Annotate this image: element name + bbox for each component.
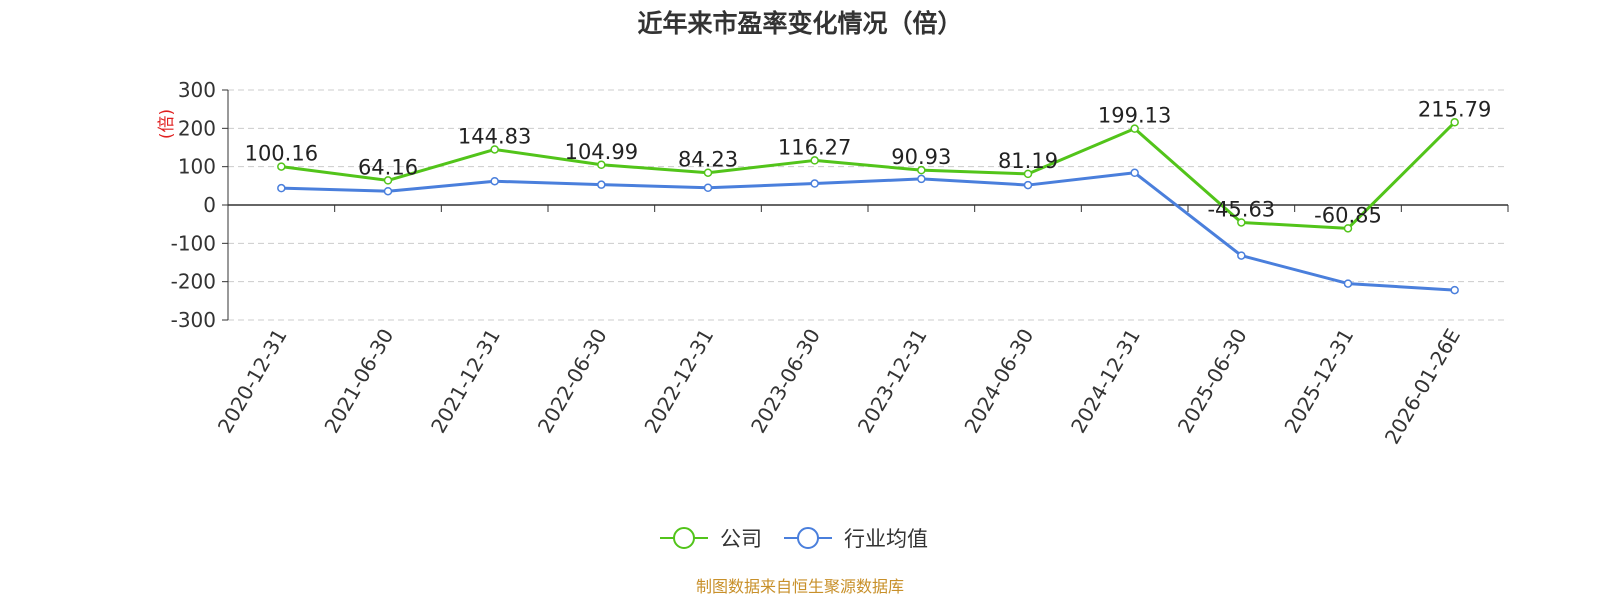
y-tick-label: 200 bbox=[178, 116, 216, 140]
data-point[interactable] bbox=[1023, 180, 1033, 190]
legend-item[interactable]: 行业均值 bbox=[784, 527, 928, 551]
data-point[interactable] bbox=[597, 180, 606, 189]
legend-label: 行业均值 bbox=[844, 527, 928, 551]
y-tick-label: 300 bbox=[178, 78, 216, 102]
x-tick-label: 2023-06-30 bbox=[746, 325, 825, 438]
data-label: 81.19 bbox=[998, 149, 1058, 173]
y-tick-label: 0 bbox=[203, 193, 216, 217]
legend-label: 公司 bbox=[720, 527, 762, 551]
x-tick-label: 2020-12-31 bbox=[213, 325, 292, 438]
x-tick-label: 2024-06-30 bbox=[959, 325, 1038, 438]
data-label: 144.83 bbox=[458, 124, 531, 148]
x-tick-label: 2022-12-31 bbox=[639, 325, 718, 438]
x-tick-label: 2022-06-30 bbox=[533, 325, 612, 438]
legend-marker-icon bbox=[797, 527, 819, 549]
data-point[interactable] bbox=[1343, 279, 1353, 288]
x-tick-label: 2023-12-31 bbox=[853, 324, 932, 437]
y-unit-label: (倍) bbox=[157, 109, 177, 139]
legend-item[interactable]: 公司 bbox=[660, 527, 762, 551]
series-line bbox=[281, 171, 1455, 292]
data-point[interactable] bbox=[810, 156, 819, 165]
data-point[interactable] bbox=[277, 162, 286, 171]
data-label: -60.85 bbox=[1314, 203, 1382, 227]
data-point[interactable] bbox=[1450, 285, 1459, 295]
data-point[interactable] bbox=[1237, 251, 1246, 260]
y-tick-label: 100 bbox=[178, 155, 216, 179]
series-line bbox=[281, 121, 1456, 230]
data-point[interactable] bbox=[703, 168, 713, 177]
data-label: 215.79 bbox=[1418, 97, 1491, 121]
data-point[interactable] bbox=[1237, 218, 1246, 227]
data-point[interactable] bbox=[277, 183, 286, 193]
data-source-note: 制图数据来自恒生聚源数据库 bbox=[696, 577, 904, 596]
data-point[interactable] bbox=[1343, 224, 1353, 233]
data-point[interactable] bbox=[1130, 168, 1139, 178]
data-point[interactable] bbox=[490, 145, 499, 154]
data-label: 100.16 bbox=[245, 142, 318, 166]
data-point[interactable] bbox=[383, 186, 393, 196]
data-point[interactable] bbox=[810, 179, 819, 188]
data-point[interactable] bbox=[597, 160, 606, 170]
data-point[interactable] bbox=[383, 176, 393, 185]
data-point[interactable] bbox=[703, 183, 713, 192]
data-label: 199.13 bbox=[1098, 104, 1171, 128]
data-label: -45.63 bbox=[1207, 197, 1275, 221]
x-tick-label: 2021-12-31 bbox=[426, 324, 505, 437]
data-label: 104.99 bbox=[565, 140, 638, 164]
y-tick-label: -300 bbox=[171, 308, 216, 332]
y-tick-label: -100 bbox=[171, 231, 216, 255]
y-tick-label: -200 bbox=[171, 270, 216, 294]
x-tick-label: 2026-01-26E bbox=[1380, 325, 1465, 449]
legend: 公司 行业均值 bbox=[660, 527, 928, 551]
chart-title: 近年来市盈率变化情况（倍） bbox=[637, 9, 962, 38]
data-point[interactable] bbox=[917, 165, 926, 175]
data-label: 116.27 bbox=[778, 135, 851, 159]
data-labels: 100.16 64.16 144.83 104.99 84.23 116.27 90.93 8… bbox=[245, 97, 1492, 227]
data-label: 90.93 bbox=[891, 145, 951, 169]
data-label: 84.23 bbox=[678, 148, 738, 172]
data-label: 64.16 bbox=[358, 155, 418, 179]
x-tick-label: 2025-06-30 bbox=[1173, 325, 1252, 438]
series-lines bbox=[277, 118, 1459, 295]
data-point[interactable] bbox=[1450, 118, 1459, 127]
data-point[interactable] bbox=[1130, 124, 1139, 133]
x-tick-label: 2021-06-30 bbox=[319, 325, 398, 438]
data-point[interactable] bbox=[490, 176, 499, 186]
x-tick-label: 2024-12-31 bbox=[1066, 325, 1145, 438]
data-point[interactable] bbox=[917, 174, 926, 184]
legend-marker-icon bbox=[673, 527, 695, 549]
x-tick-label: 2025-12-31 bbox=[1279, 325, 1358, 438]
data-point[interactable] bbox=[1023, 169, 1033, 179]
